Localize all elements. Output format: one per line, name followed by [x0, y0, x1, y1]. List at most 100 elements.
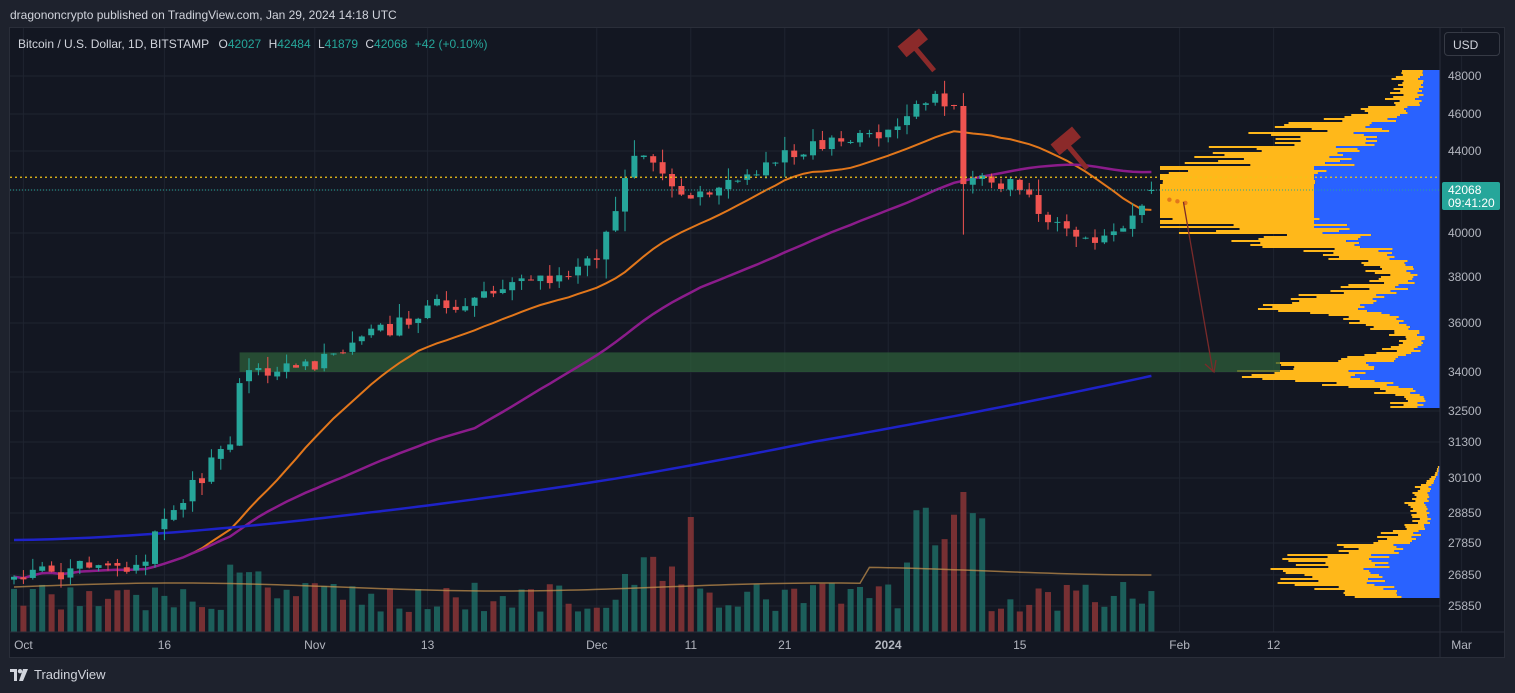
- footer: TradingView: [10, 667, 106, 682]
- volume-bar: [358, 604, 365, 632]
- candle-body: [321, 353, 328, 369]
- volume-bar: [622, 573, 628, 632]
- open-label: O: [218, 37, 228, 51]
- volume-profile-bar-down: [1376, 294, 1440, 296]
- volume-bar: [885, 584, 892, 632]
- candle-body: [650, 156, 657, 163]
- volume-profile-bar-up: [1389, 334, 1418, 336]
- volume-profile-bar-up: [1403, 86, 1424, 88]
- volume-bar: [1026, 604, 1033, 632]
- volume-profile-bar-down: [1364, 306, 1440, 308]
- time-tick-label: 13: [421, 638, 435, 652]
- volume-profile-bar-up: [1292, 302, 1374, 304]
- volume-profile-bar-up: [1404, 502, 1425, 504]
- candle-body: [340, 352, 346, 354]
- volume-profile-bar-down: [1396, 318, 1440, 320]
- volume-profile-bar-down: [1412, 278, 1440, 280]
- volume-profile-bar-down: [1386, 384, 1440, 386]
- volume-profile-bar-down: [1412, 540, 1440, 542]
- volume-profile-bar-up: [1294, 144, 1375, 146]
- volume-profile-bar-down: [1398, 284, 1440, 286]
- candle-body: [1045, 214, 1051, 223]
- volume-profile-bar-up: [1258, 238, 1359, 240]
- volume-bar: [161, 595, 168, 632]
- volume-profile-bar-down: [1357, 148, 1440, 150]
- volume-profile-bar-up: [1405, 336, 1425, 338]
- volume-bar: [217, 609, 224, 632]
- volume-bar: [481, 611, 487, 632]
- candle-body: [1063, 221, 1070, 229]
- volume-profile-bar-down: [1393, 382, 1440, 384]
- volume-profile-bar-down: [1373, 302, 1440, 304]
- volume-profile-bar-down: [1417, 402, 1440, 404]
- volume-profile-bar-up: [1403, 80, 1424, 82]
- volume-bar: [565, 603, 572, 632]
- volume-profile-bar-up: [1402, 342, 1424, 344]
- volume-bar: [255, 571, 262, 632]
- candle-body: [349, 342, 356, 352]
- volume-profile-bar-down: [1413, 388, 1440, 390]
- volume-profile-bar-down: [1418, 96, 1440, 98]
- volume-profile-bar-down: [1413, 268, 1440, 270]
- volume-profile-bar-down: [1419, 102, 1440, 104]
- volume-profile-bar-up: [1160, 178, 1314, 180]
- volume-profile-bar-up: [1347, 356, 1399, 358]
- volume-profile-bar-up: [1343, 592, 1397, 594]
- volume-profile-bar-down: [1329, 156, 1440, 158]
- volume-profile-bar-down: [1417, 92, 1440, 94]
- volume-profile-bar-up: [1412, 520, 1428, 522]
- candle-body: [828, 137, 835, 150]
- volume-bar: [1016, 611, 1023, 632]
- volume-bar: [941, 539, 948, 632]
- volume-profile-bar-down: [1428, 500, 1440, 502]
- volume-profile-bar-down: [1378, 250, 1440, 252]
- volume-profile-bar-up: [1314, 588, 1384, 590]
- volume-profile-bar-up: [1414, 486, 1429, 488]
- volume-profile-bar-up: [1298, 294, 1377, 296]
- currency-button[interactable]: USD: [1444, 32, 1500, 56]
- volume-profile-bar-down: [1360, 236, 1440, 238]
- volume-profile-bar-down: [1421, 84, 1440, 86]
- volume-profile: [1160, 70, 1440, 598]
- volume-profile-bar-up: [1368, 112, 1408, 114]
- volume-profile-bar-up: [1162, 182, 1316, 184]
- volume-bar: [509, 607, 516, 632]
- volume-profile-bar-down: [1417, 334, 1440, 336]
- volume-profile-bar-up: [1257, 308, 1359, 310]
- volume-profile-bar-up: [1338, 550, 1395, 552]
- candle-body: [857, 132, 863, 143]
- volume-bar: [236, 572, 243, 632]
- volume-profile-bar-up: [1160, 214, 1314, 216]
- volume-profile-bar-down: [1326, 170, 1440, 172]
- volume-profile-bar-up: [1280, 578, 1369, 580]
- volume-profile-bar-down: [1359, 242, 1440, 244]
- candle-body: [593, 258, 600, 260]
- volume-profile-bar-up: [1274, 142, 1366, 144]
- volume-profile-bar-up: [1160, 226, 1314, 228]
- volume-profile-bar-down: [1365, 142, 1440, 144]
- volume-profile-bar-up: [1405, 526, 1425, 528]
- volume-profile-bar-up: [1208, 146, 1336, 148]
- volume-profile-bar-up: [1369, 288, 1409, 290]
- volume-bar: [650, 556, 657, 632]
- candle-body: [1016, 179, 1023, 191]
- candle-body: [631, 155, 638, 178]
- volume-bar: [227, 564, 234, 632]
- volume-bar: [1148, 591, 1155, 632]
- volume-bar: [48, 594, 55, 632]
- volume-profile-bar-up: [1304, 574, 1380, 576]
- chart-svg[interactable]: 4800046000440004206809:41:20400003800036…: [10, 28, 1504, 657]
- volume-profile-bar-down: [1417, 346, 1440, 348]
- volume-profile-bar-up: [1376, 352, 1412, 354]
- volume-profile-bar-up: [1188, 170, 1327, 172]
- volume-profile-bar-up: [1398, 84, 1422, 86]
- price-tick-label: 27850: [1448, 536, 1482, 550]
- volume-bar: [951, 514, 957, 632]
- volume-profile-bar-up: [1351, 114, 1401, 116]
- close-value: 42068: [374, 37, 408, 51]
- chart-area[interactable]: 48000 46000 44000 42068 09:41:20 40000 38000 36…: [9, 27, 1505, 658]
- volume-profile-bar-down: [1427, 492, 1440, 494]
- candle-body: [11, 576, 17, 580]
- volume-bar: [753, 584, 760, 632]
- volume-profile-bar-down: [1415, 390, 1440, 392]
